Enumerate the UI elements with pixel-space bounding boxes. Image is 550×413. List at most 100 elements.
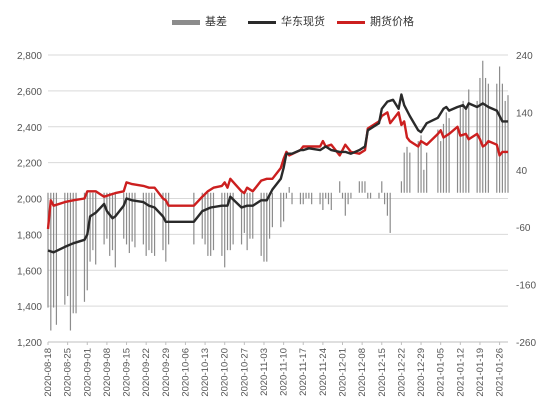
basis-bar <box>95 192 97 265</box>
basis-bar <box>350 192 352 199</box>
legend-swatch-basis <box>172 19 200 25</box>
x-tick-label: 2021-01-19 <box>475 348 486 397</box>
basis-bar <box>263 192 265 262</box>
x-tick-label: 2020-08-18 <box>43 348 54 397</box>
y-right-tick-label: 140 <box>516 108 533 119</box>
basis-bar <box>83 192 86 302</box>
basis-bar <box>305 192 307 199</box>
y-left-tick-label: 1,600 <box>17 266 42 277</box>
basis-bar <box>153 192 156 256</box>
basis-bar <box>330 192 332 210</box>
x-tick-label: 2021-01-05 <box>436 348 447 397</box>
basis-bar <box>210 192 212 256</box>
y-left-tick-label: 2,200 <box>17 159 42 170</box>
basis-bar <box>364 181 366 193</box>
basis-bar <box>341 192 344 199</box>
futures-price-line <box>46 111 508 230</box>
y-left-tick-label: 1,800 <box>17 230 42 241</box>
basis-bar <box>440 141 442 193</box>
basis-bar <box>50 192 52 331</box>
basis-bar <box>496 83 498 193</box>
basis-bar <box>361 181 363 193</box>
basis-bars <box>47 60 509 331</box>
basis-bar <box>212 192 215 251</box>
basis-bar <box>75 192 77 314</box>
basis-bar <box>283 192 285 222</box>
y-left-tick-label: 2,600 <box>17 87 42 98</box>
x-tick-label: 2020-11-24 <box>318 348 329 396</box>
basis-bar <box>299 192 302 205</box>
y-left-tick-label: 2,400 <box>17 123 42 134</box>
basis-bar <box>193 192 195 245</box>
basis-bar <box>226 192 229 251</box>
basis-bar <box>308 192 310 199</box>
basis-bar <box>302 192 304 205</box>
basis-bar <box>168 192 170 245</box>
x-tick-label: 2020-12-01 <box>338 348 349 397</box>
basis-bar <box>243 192 245 233</box>
basis-bar <box>484 77 487 193</box>
basis-bar <box>131 192 133 242</box>
legend-swatch-spot <box>248 20 276 24</box>
legend-item-basis: 基差 <box>172 12 227 32</box>
basis-bar <box>383 192 386 205</box>
basis-bar <box>426 152 428 193</box>
basis-bar <box>151 192 153 254</box>
basis-bar <box>498 66 501 193</box>
basis-bar <box>232 192 234 245</box>
x-tick-label: 2020-12-22 <box>396 348 407 397</box>
basis-bar <box>445 112 447 193</box>
basis-bar <box>448 118 450 193</box>
basis-bar <box>378 192 380 199</box>
basis-bar <box>53 192 55 308</box>
basis-bar <box>89 192 91 262</box>
basis-bar <box>442 123 445 193</box>
basis-bar <box>109 192 111 256</box>
x-tick-label: 2020-11-03 <box>259 348 270 396</box>
x-tick-label: 2020-11-10 <box>279 348 290 396</box>
y-left-tick-label: 1,400 <box>17 302 42 313</box>
x-tick-label: 2020-09-01 <box>82 348 93 397</box>
basis-bar <box>134 192 136 248</box>
basis-bar <box>468 89 470 193</box>
x-tick-label: 2020-10-13 <box>200 348 211 397</box>
basis-bar <box>229 192 231 251</box>
basis-bar <box>271 192 273 228</box>
basis-bar <box>339 181 341 193</box>
basis-bar <box>201 192 203 239</box>
basis-bar <box>128 192 130 254</box>
basis-bar <box>148 192 150 251</box>
x-tick-label: 2020-10-06 <box>180 348 191 397</box>
basis-bar <box>246 192 248 251</box>
spot-price-line <box>47 93 508 254</box>
basis-bar <box>55 192 58 325</box>
x-tick-label: 2021-01-26 <box>495 348 506 397</box>
y-left-tick-label: 2,800 <box>17 51 42 62</box>
basis-bar <box>266 192 268 262</box>
legend-swatch-futures <box>337 20 365 24</box>
legend-item-spot: 华东现货 <box>248 12 325 32</box>
basis-bar <box>123 192 125 239</box>
x-tick-label: 2020-09-22 <box>141 348 152 397</box>
basis-bar <box>260 192 262 256</box>
basis-bar <box>347 192 349 205</box>
basis-bar <box>417 141 419 193</box>
basis-bar <box>403 152 405 193</box>
y-left-tick-label: 1,200 <box>17 338 42 349</box>
basis-bar <box>64 192 66 305</box>
basis-bar <box>389 192 391 233</box>
legend-label-futures: 期货价格 <box>370 16 414 28</box>
x-tick-label: 2020-08-25 <box>63 348 74 397</box>
basis-bar <box>344 192 346 216</box>
y-right-tick-label: 40 <box>516 166 528 177</box>
basis-bar <box>386 192 388 216</box>
x-tick-label: 2020-12-15 <box>377 348 388 397</box>
basis-bar <box>367 192 369 199</box>
basis-bar <box>325 192 327 199</box>
basis-bar <box>86 192 88 291</box>
basis-bar <box>47 192 49 308</box>
basis-bar <box>501 83 503 193</box>
basis-bar <box>72 192 74 314</box>
basis-bar <box>291 192 293 205</box>
